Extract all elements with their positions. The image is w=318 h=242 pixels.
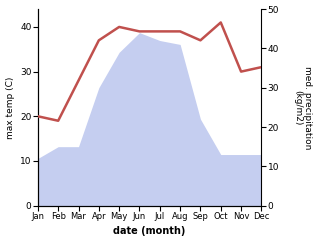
Y-axis label: max temp (C): max temp (C)	[5, 76, 15, 138]
Y-axis label: med. precipitation
(kg/m2): med. precipitation (kg/m2)	[293, 66, 313, 149]
X-axis label: date (month): date (month)	[114, 227, 186, 236]
